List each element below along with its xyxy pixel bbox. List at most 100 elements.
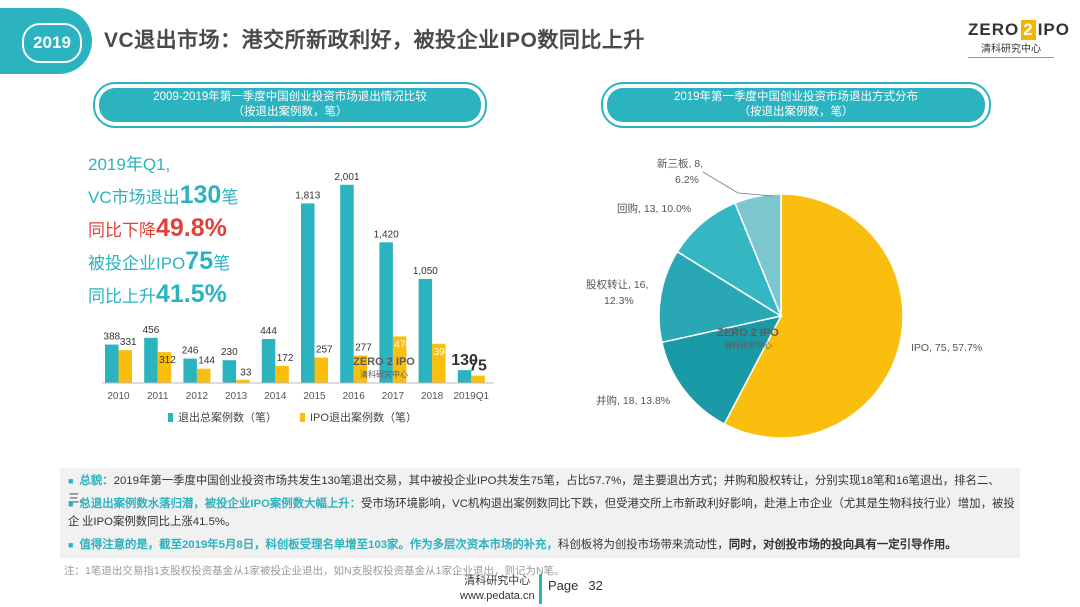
pie-label-3: 回购, 13, 10.0% [617, 202, 691, 215]
pie-label-line2-4: 6.2% [675, 174, 699, 186]
watermark-cn: 清科研究中心 [724, 340, 772, 350]
legend-label-1: IPO退出案例数（笔） [310, 410, 417, 424]
year-badge-tab: 2019 [0, 8, 92, 74]
highlight-line-2-post: 笔 [221, 188, 239, 207]
highlight-line-5: 同比上升41.5% [88, 279, 288, 312]
right-panel-title-line1: 2019年第一季度中国创业投资市场退出方式分布 [673, 91, 919, 103]
summary-box: ■ 总貌：2019年第一季度中国创业投资市场共发生130笔退出交易，其中被投企业I… [60, 468, 1020, 558]
summary-row-overview: ■ 总貌：2019年第一季度中国创业投资市场共发生130笔退出交易，其中被投企业I… [68, 472, 1018, 508]
bar-ipo-2017 [392, 336, 407, 383]
x-tick-2010: 2010 [107, 391, 130, 402]
highlight-line-4-pre: 被投企业IPO [88, 254, 186, 273]
summary-row-star-market: ■ 值得注意的是，截至2019年5月8日，科创板受理名单增至103家。作为多层次资… [68, 536, 1018, 554]
pie-slice-1 [660, 314, 783, 426]
pie-chart: IPO, 75, 57.7% 并购, 18, 13.8% 股权转让, 16, 12.3… [586, 157, 982, 439]
highlight-decline-rate: 49.8% [156, 214, 227, 242]
pie-label-1: 并购, 18, 13.8% [596, 394, 670, 407]
highlight-line-3: 同比下降49.8% [88, 213, 288, 246]
data-label-total-2015: 1,813 [295, 190, 320, 201]
logo-mark-right: IPO [1037, 20, 1070, 39]
bar-total-2016 [340, 184, 354, 383]
watermark-mark: ZERO 2 IPO [717, 327, 779, 339]
x-tick-2014: 2014 [264, 391, 287, 402]
data-label-total-2010: 388 [103, 332, 120, 343]
pie-label-4: 新三板, 8, [657, 157, 703, 170]
pie-slice-3 [676, 202, 783, 318]
x-tick-2013: 2013 [225, 391, 248, 402]
bar-ipo-2011 [157, 352, 172, 383]
x-tick-2016: 2016 [343, 391, 366, 402]
footnote: 注：1笔退出交易指1支股权投资基金从1家被投企业退出，如N支股权投资基金从1家企… [64, 565, 565, 577]
data-label-ipo-2013: 33 [240, 368, 252, 379]
bar-ipo-2015 [314, 357, 328, 383]
bar-total-2012 [183, 358, 197, 383]
highlight-line-4-post: 笔 [213, 254, 231, 273]
bar-ipo-2018 [432, 343, 446, 383]
x-tick-2011: 2011 [147, 391, 169, 402]
legend-swatch-1 [300, 413, 305, 422]
data-label-ipo-2016: 277 [355, 343, 372, 354]
highlight-line-3-pre: 同比下降 [88, 221, 156, 240]
bullet-icon: ■ [68, 540, 74, 550]
highlight-stats: 2019年Q1, VC市场退出130笔 同比下降49.8% 被投企业IPO75笔… [88, 150, 288, 312]
bar-ipo-2012 [196, 368, 211, 383]
bar-ipo-2019Q1 [471, 375, 485, 383]
brand-logo: ZERO 2 IPO 清科研究中心 [968, 20, 1069, 62]
logo-mark-box: 2 [1021, 20, 1036, 40]
footer-org-name: 清科研究中心 [464, 575, 531, 587]
bar-total-2018 [418, 278, 433, 383]
highlight-ipo-count: 75 [185, 247, 214, 275]
x-tick-2018: 2018 [421, 391, 444, 402]
bar-total-2015 [301, 203, 315, 383]
summary-row1-key: 总貌： [79, 475, 114, 487]
footer-org: 清科研究中心 www.pedata.cn [460, 574, 535, 604]
left-panel-title-line2: （按退出案例数，笔） [232, 106, 348, 118]
highlight-rise-rate: 41.5% [156, 280, 227, 308]
bullet-icon: ■ [68, 499, 74, 509]
right-panel-header: 2019年第一季度中国创业投资市场退出方式分布 （按退出案例数，笔） [601, 82, 991, 128]
logo-mark-left: ZERO [968, 20, 1020, 39]
page-title: VC退出市场：港交所新政利好，被投企业IPO数同比上升 [104, 29, 645, 52]
data-label-ipo-2014: 172 [277, 353, 294, 364]
bar-total-2014 [261, 339, 276, 383]
pie-label-0: IPO, 75, 57.7% [911, 342, 982, 354]
logo-cn: 清科研究中心 [981, 44, 1041, 55]
footer-divider [539, 574, 542, 604]
logo-mark: ZERO 2 IPO [968, 20, 1069, 40]
watermark-mark: ZERO 2 IPO [353, 356, 415, 368]
left-panel-header: 2009-2019年第一季度中国创业投资市场退出情况比较 （按退出案例数，笔） [93, 82, 487, 128]
bar-ipo-2014 [275, 365, 289, 383]
summary-row-exits-cont: 业IPO案例数同比上涨41.5%。 [82, 516, 237, 528]
data-label-ipo-2015: 257 [316, 345, 333, 356]
footer-site-link: www.pedata.cn [460, 590, 535, 602]
left-panel-title-line1: 2009-2019年第一季度中国创业投资市场退出情况比较 [153, 91, 427, 103]
legend-swatch-0 [168, 413, 173, 422]
data-label-ipo-2012: 144 [198, 356, 215, 367]
data-label-total-2016: 2,001 [334, 172, 359, 183]
legend-label-0: 退出总案例数（笔） [178, 410, 277, 424]
data-label-ipo-2010: 331 [120, 337, 137, 348]
right-panel-title-line2: （按退出案例数，笔） [738, 106, 854, 118]
data-label-ipo-2018: 396 [434, 347, 451, 358]
summary-row3-strong: 同时，对创投市场的投向具有一定引导作用。 [728, 539, 957, 551]
highlight-line-2-pre: VC市场退出 [88, 188, 180, 207]
data-label-ipo-2019Q1: 75 [469, 358, 487, 375]
bar-total-2019Q1 [457, 370, 472, 383]
x-tick-2015: 2015 [303, 391, 326, 402]
summary-row2-key: 总退出案例数水落归潜，被投企业IPO案例数大幅上升： [79, 498, 362, 510]
page-number: 32 [588, 578, 603, 593]
pie-slice-2 [658, 250, 783, 344]
bullet-icon: ■ [68, 476, 74, 486]
data-label-total-2013: 230 [221, 347, 238, 358]
data-label-total-2011: 456 [143, 325, 160, 336]
data-label-total-2018: 1,050 [413, 266, 438, 277]
logo-divider [968, 57, 1054, 58]
x-tick-2017: 2017 [382, 391, 405, 402]
bar-ipo-2016 [353, 355, 368, 383]
summary-row1-text: 2019年第一季度中国创业投资市场共发生130笔退出交易，其中被投企业IPO共发… [68, 475, 1000, 505]
highlight-line-5-pre: 同比上升 [88, 287, 156, 306]
pie-label-2: 股权转让, 16, [586, 278, 648, 291]
x-tick-2012: 2012 [186, 391, 209, 402]
